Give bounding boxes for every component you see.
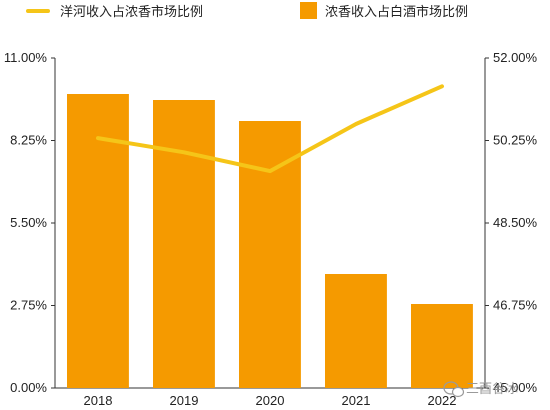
watermark: 三酉谷冰 <box>443 381 518 398</box>
legend-bar-swatch <box>300 2 317 19</box>
bars-layer <box>67 94 473 388</box>
x-tick-label: 2018 <box>84 393 113 408</box>
right-tick-label: 45.00% <box>493 380 538 395</box>
wechat-icon <box>443 381 465 398</box>
left-tick-label: 2.75% <box>10 298 47 313</box>
x-tick-label: 2022 <box>428 393 457 408</box>
bar-2019 <box>153 100 215 388</box>
legend-bar-label: 浓香收入占白酒市场比例 <box>325 4 468 20</box>
right-tick-label: 52.00% <box>493 50 538 65</box>
legend: 洋河收入占浓香市场比例 浓香收入占白酒市场比例 <box>26 2 468 20</box>
left-tick-label: 5.50% <box>10 215 47 230</box>
right-tick-label: 48.50% <box>493 215 538 230</box>
line-layer <box>96 84 444 174</box>
left-tick-label: 0.00% <box>10 380 47 395</box>
x-tick-label: 2020 <box>256 393 285 408</box>
left-tick-label: 11.00% <box>4 50 48 65</box>
bar-2022 <box>411 304 473 388</box>
right-tick-label: 50.25% <box>493 133 538 148</box>
watermark-text: 三酉谷冰 <box>466 382 518 397</box>
x-tick-label: 2019 <box>170 393 199 408</box>
bar-2021 <box>325 274 387 388</box>
x-tick-label: 2021 <box>342 393 371 408</box>
left-tick-label: 8.25% <box>10 133 47 148</box>
ticks-layer: 0.00% 2.75% 5.50% 8.25% 11.00% 45.00% 46.75% 48… <box>4 50 538 408</box>
right-tick-label: 46.75% <box>493 298 538 313</box>
legend-line-label: 洋河收入占浓香市场比例 <box>60 4 203 20</box>
